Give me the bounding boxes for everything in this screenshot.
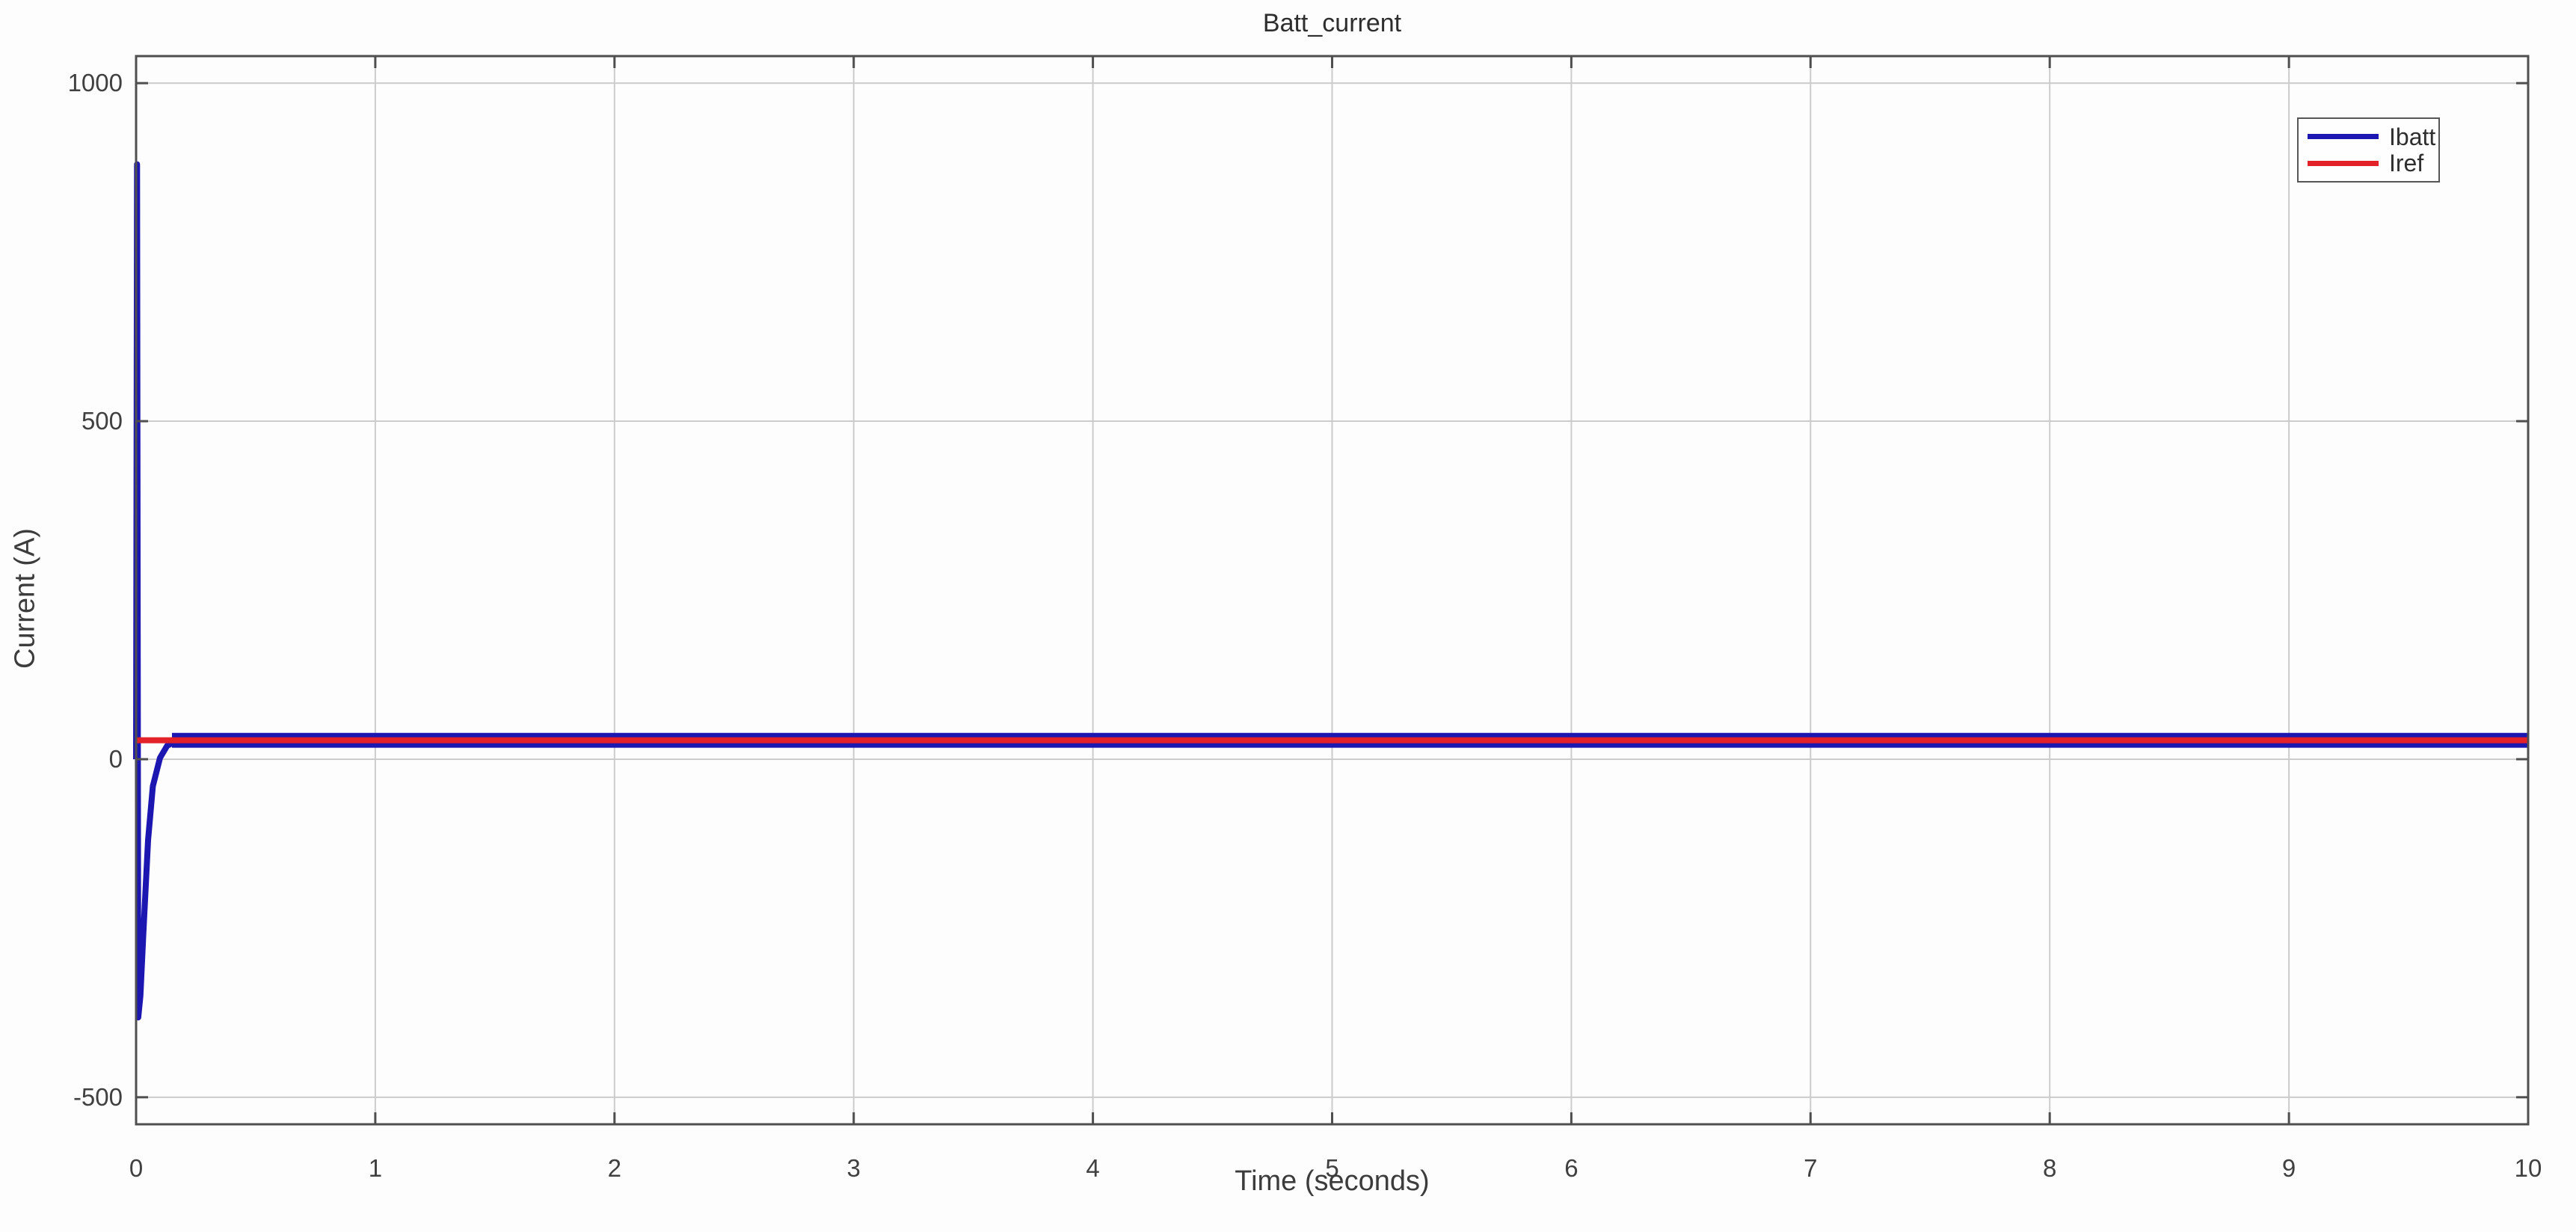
legend-label-iref: Iref xyxy=(2389,150,2424,177)
chart-title: Batt_current xyxy=(1262,9,1402,37)
x-tick-label: 0 xyxy=(129,1154,143,1182)
x-tick-label: 4 xyxy=(1086,1154,1099,1182)
x-tick-label: 6 xyxy=(1564,1154,1578,1182)
x-axis-label: Time (seconds) xyxy=(1235,1165,1430,1197)
x-tick-label: 7 xyxy=(1804,1154,1817,1182)
y-tick-label: 500 xyxy=(82,407,123,435)
y-tick-label: -500 xyxy=(73,1083,123,1111)
legend-item-ibatt[interactable]: Ibatt xyxy=(2308,125,2435,149)
plot-box xyxy=(135,55,2530,1126)
x-tick-label: 9 xyxy=(2282,1154,2296,1182)
ibatt-line-sample xyxy=(2308,134,2379,140)
x-tick-label: 8 xyxy=(2043,1154,2056,1182)
x-tick-label: 10 xyxy=(2515,1154,2542,1182)
x-tick-label: 3 xyxy=(847,1154,861,1182)
legend-box[interactable]: Ibatt Iref xyxy=(2297,117,2440,183)
y-tick-label: 0 xyxy=(109,745,123,773)
x-tick-label: 2 xyxy=(608,1154,621,1182)
x-tick-label: 5 xyxy=(1325,1154,1338,1182)
iref-line-sample xyxy=(2308,160,2379,166)
legend-label-ibatt: Ibatt xyxy=(2389,123,2436,150)
legend-item-iref[interactable]: Iref xyxy=(2308,151,2429,175)
y-tick-label: 1000 xyxy=(68,69,123,96)
y-axis-label: Current (A) xyxy=(9,528,41,669)
x-tick-label: 1 xyxy=(369,1154,382,1182)
